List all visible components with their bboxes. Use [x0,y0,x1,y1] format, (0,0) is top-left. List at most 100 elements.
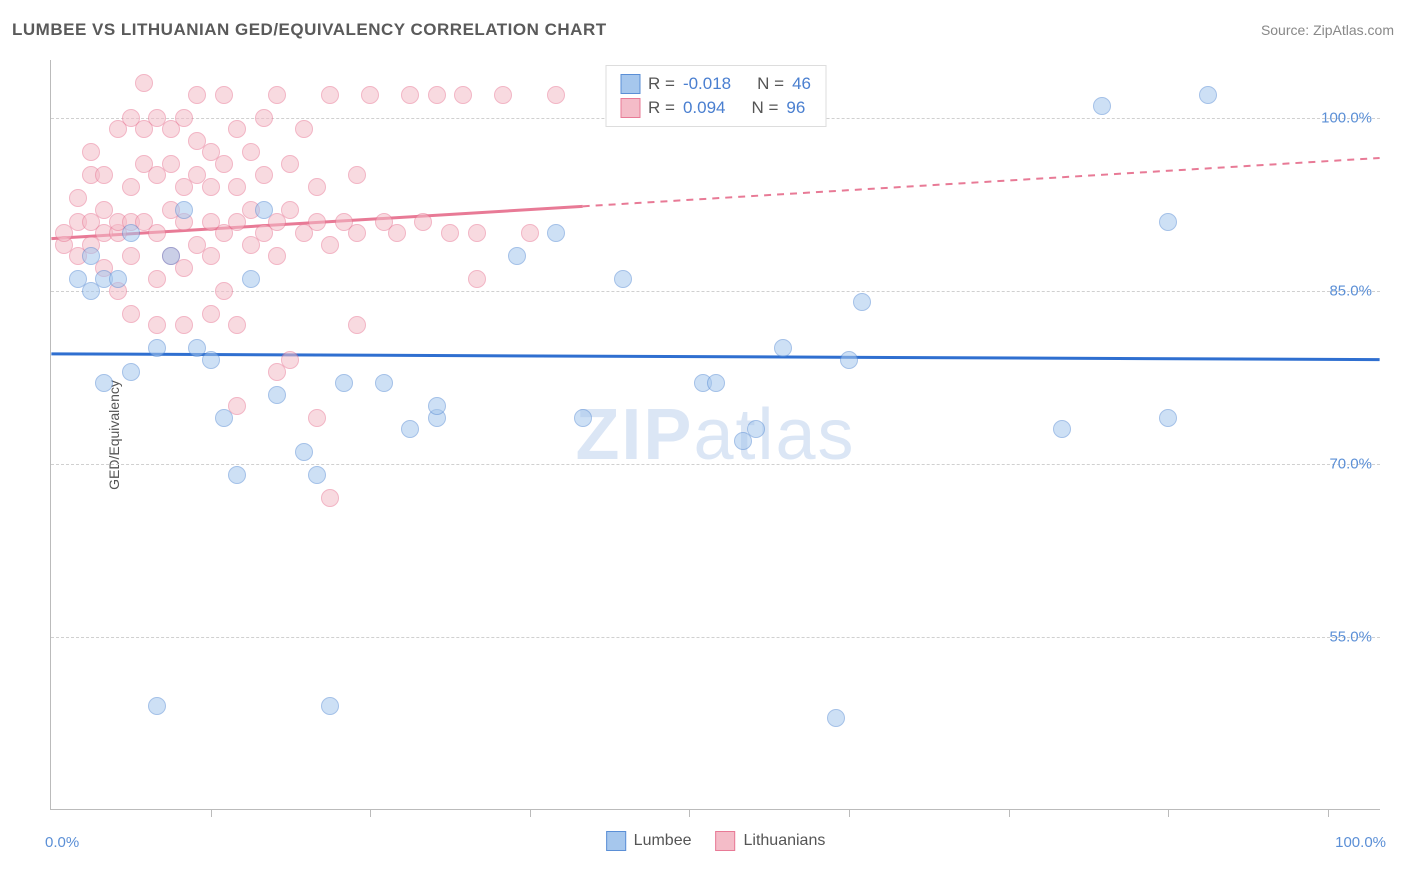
legend-swatch [620,74,640,94]
scatter-point [148,697,166,715]
scatter-point [228,466,246,484]
scatter-point [295,443,313,461]
scatter-point [215,282,233,300]
legend-stats: R =-0.018N =46R =0.094N =96 [605,65,826,127]
scatter-point [122,305,140,323]
scatter-point [1053,420,1071,438]
scatter-point [361,86,379,104]
scatter-point [614,270,632,288]
scatter-point [747,420,765,438]
x-axis-min: 0.0% [45,834,79,851]
scatter-point [428,397,446,415]
scatter-point [1199,86,1217,104]
legend-swatch [620,98,640,118]
scatter-point [414,213,432,231]
scatter-point [215,155,233,173]
scatter-point [82,247,100,265]
legend-r-value: -0.018 [683,74,731,94]
scatter-point [202,178,220,196]
scatter-point [348,316,366,334]
trend-line-solid [51,354,1379,360]
scatter-point [468,224,486,242]
plot-area: ZIPatlas GED/Equivalency 55.0%70.0%85.0%… [50,60,1380,810]
legend-r-value: 0.094 [683,98,726,118]
scatter-point [148,339,166,357]
scatter-point [1159,409,1177,427]
legend-series-item: Lumbee [606,831,692,851]
legend-r-label: R = [648,74,675,94]
legend-stats-row: R = -0.018 N = 46 [620,72,811,96]
scatter-point [1093,97,1111,115]
scatter-point [148,316,166,334]
source-label: Source: ZipAtlas.com [1261,22,1394,38]
legend-series-label: Lithuanians [743,832,825,850]
scatter-point [840,351,858,369]
legend-n-value: 46 [792,74,811,94]
scatter-point [321,236,339,254]
scatter-point [321,86,339,104]
legend-swatch [715,831,735,851]
scatter-point [228,178,246,196]
scatter-point [215,86,233,104]
scatter-point [228,120,246,138]
scatter-point [707,374,725,392]
watermark-bold: ZIP [575,395,693,475]
scatter-point [827,709,845,727]
scatter-point [175,109,193,127]
scatter-point [508,247,526,265]
x-tick [689,809,690,817]
scatter-point [547,224,565,242]
trend-line-dashed [583,158,1380,206]
scatter-point [122,178,140,196]
scatter-point [268,86,286,104]
scatter-point [468,270,486,288]
x-tick [530,809,531,817]
scatter-point [521,224,539,242]
scatter-point [122,247,140,265]
scatter-point [255,201,273,219]
legend-series-item: Lithuanians [715,831,825,851]
chart-title: LUMBEE VS LITHUANIAN GED/EQUIVALENCY COR… [12,20,607,40]
scatter-point [574,409,592,427]
x-tick [1168,809,1169,817]
scatter-point [308,409,326,427]
scatter-point [202,351,220,369]
y-tick-label: 70.0% [1329,455,1372,472]
scatter-point [268,247,286,265]
scatter-point [122,224,140,242]
legend-n-label: N = [757,74,784,94]
y-axis-label: GED/Equivalency [106,380,122,490]
x-tick [1328,809,1329,817]
x-tick [370,809,371,817]
grid-line [51,464,1380,465]
legend-series-label: Lumbee [634,832,692,850]
x-tick [1009,809,1010,817]
scatter-point [853,293,871,311]
legend-series: Lumbee Lithuanians [606,831,826,851]
scatter-point [162,155,180,173]
grid-line [51,637,1380,638]
chart-container: LUMBEE VS LITHUANIAN GED/EQUIVALENCY COR… [0,0,1406,892]
y-tick-label: 55.0% [1329,628,1372,645]
scatter-point [255,166,273,184]
scatter-point [348,224,366,242]
scatter-point [188,86,206,104]
scatter-point [1159,213,1177,231]
scatter-point [122,363,140,381]
scatter-point [242,143,260,161]
scatter-point [428,86,446,104]
scatter-point [308,178,326,196]
legend-stats-row: R =0.094N =96 [620,96,811,120]
scatter-point [401,86,419,104]
scatter-point [547,86,565,104]
y-tick-label: 85.0% [1329,282,1372,299]
legend-swatch [606,831,626,851]
x-axis-max: 100.0% [1335,834,1386,851]
scatter-point [321,697,339,715]
legend-n-label: N = [751,98,778,118]
scatter-point [375,374,393,392]
scatter-point [494,86,512,104]
scatter-point [95,166,113,184]
scatter-point [308,213,326,231]
scatter-point [335,374,353,392]
